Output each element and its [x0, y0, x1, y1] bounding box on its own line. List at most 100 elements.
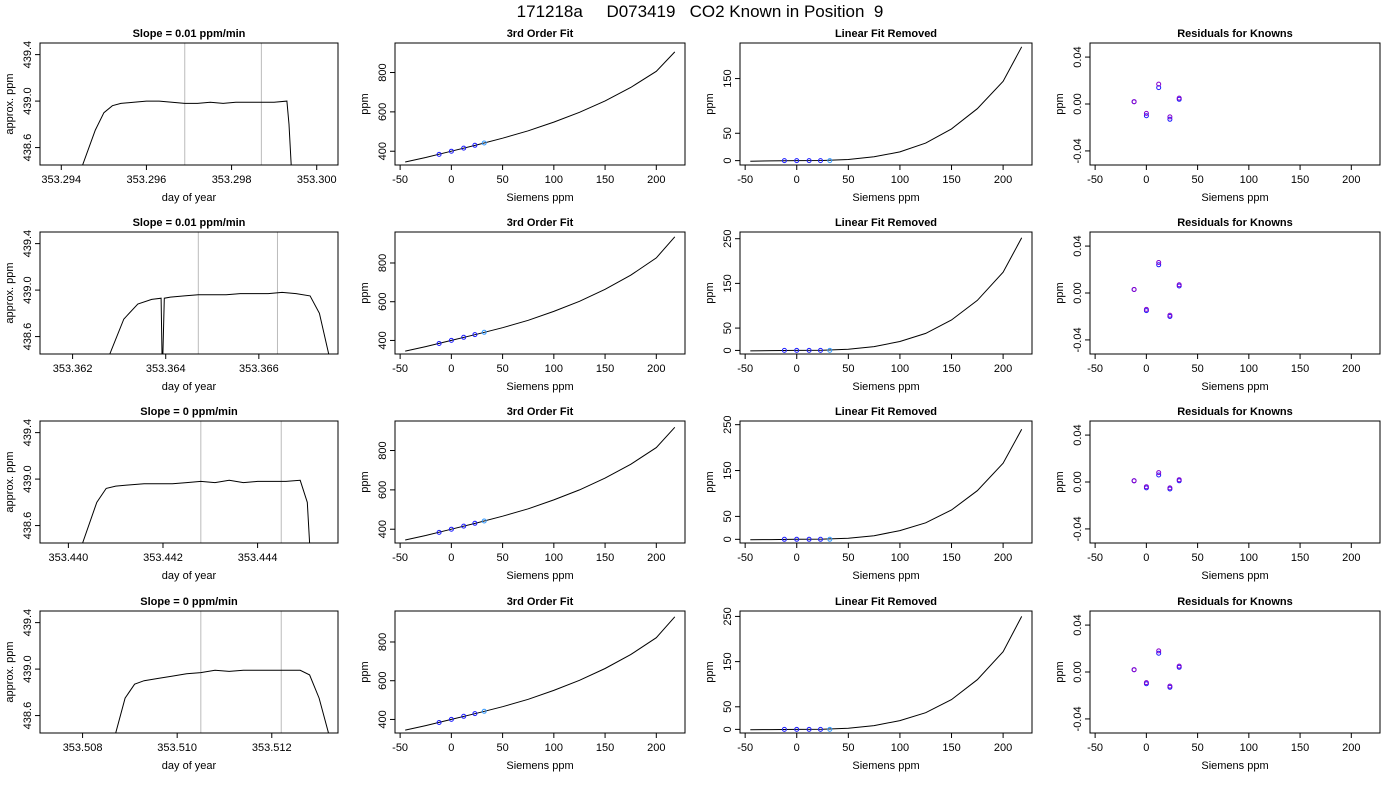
plot-frame [394, 231, 686, 355]
data-point [1143, 306, 1149, 312]
panel-title: Slope = 0 ppm/min [140, 596, 238, 608]
x-tick-label: 150 [596, 552, 614, 564]
y-axis-label: ppm [1054, 661, 1066, 682]
y-tick-label: 439.4 [22, 419, 34, 447]
x-tick-label: 0 [448, 742, 454, 754]
x-tick-label: 50 [1191, 174, 1203, 186]
data-point [1143, 680, 1149, 686]
data-point [472, 520, 478, 526]
y-axis-label: ppm [704, 661, 716, 682]
x-tick-label: 0 [794, 552, 800, 564]
y-axis-label: approx. ppm [4, 262, 16, 323]
y-tick-label: 600 [377, 293, 389, 311]
x-tick-label: 150 [1291, 363, 1309, 375]
panel-6: -50 0 50 100 150 200 400 600 800 3rd Order Fit Sie… [359, 217, 686, 393]
x-tick-label: 100 [545, 552, 563, 564]
data-point [472, 332, 478, 338]
x-tick-label: 200 [647, 363, 665, 375]
y-tick-label: 0.00 [1072, 661, 1084, 682]
x-tick-label: 0 [794, 174, 800, 186]
y-tick-label: 0.00 [1072, 471, 1084, 492]
panel-16: -50 0 50 100 150 200 -0.04 0.00 0.04 Residuals fo… [1054, 596, 1381, 772]
y-axis-label: ppm [1054, 93, 1066, 114]
data-point [827, 158, 833, 164]
y-tick-label: 438.6 [22, 512, 34, 540]
y-axis-label: ppm [359, 661, 371, 682]
data-point [1176, 477, 1182, 483]
x-tick-label: -50 [1087, 174, 1103, 186]
x-tick-label: -50 [737, 174, 753, 186]
data-point [461, 713, 467, 719]
x-tick-label: 50 [842, 742, 854, 754]
data-point [1167, 114, 1173, 120]
y-tick-label: 438.6 [22, 134, 34, 162]
x-axis-label: Siemens ppm [852, 192, 919, 204]
x-tick-label: 100 [891, 552, 909, 564]
y-axis-label: ppm [359, 471, 371, 492]
data-point [1156, 260, 1162, 265]
y-axis-label: ppm [704, 93, 716, 114]
y-tick-label: 800 [377, 441, 389, 459]
data-point [794, 536, 800, 542]
plot-frame [739, 420, 1033, 544]
y-tick-label: 438.6 [22, 702, 34, 730]
y-tick-label: 400 [377, 520, 389, 538]
data-point [1176, 282, 1182, 288]
x-axis-label: Siemens ppm [1201, 381, 1268, 393]
data-point [461, 334, 467, 340]
x-tick-label: -50 [392, 742, 408, 754]
x-tick-label: 0 [448, 363, 454, 375]
x-tick-label: -50 [737, 742, 753, 754]
x-tick-label: -50 [1087, 552, 1103, 564]
data-point [1143, 110, 1149, 116]
data-point [472, 711, 478, 717]
series-line [109, 291, 330, 354]
data-point [481, 329, 487, 335]
x-tick-label: 353.440 [48, 552, 88, 564]
x-tick-label: 353.366 [239, 363, 279, 375]
y-tick-label: 250 [722, 607, 734, 625]
x-tick-label: 50 [1191, 363, 1203, 375]
y-tick-label: -0.04 [1072, 138, 1084, 163]
x-tick-label: 150 [1291, 552, 1309, 564]
data-point [481, 518, 487, 524]
x-axis-label: Siemens ppm [506, 192, 573, 204]
x-tick-label: 0 [1143, 552, 1149, 564]
data-point [1131, 99, 1137, 105]
y-tick-label: 439.0 [22, 87, 34, 115]
x-tick-label: 100 [891, 742, 909, 754]
data-point [781, 347, 787, 353]
x-tick-label: 100 [891, 174, 909, 186]
y-tick-label: 50 [722, 701, 734, 713]
data-point [448, 526, 454, 532]
y-tick-label: 250 [722, 230, 734, 248]
x-tick-label: 100 [891, 363, 909, 375]
data-point [794, 158, 800, 164]
panel-title: 3rd Order Fit [507, 406, 574, 418]
y-tick-label: 800 [377, 63, 389, 81]
x-tick-label: -50 [1087, 363, 1103, 375]
plot-frame [394, 42, 686, 166]
y-axis-label: ppm [359, 282, 371, 303]
panel-8: -50 0 50 100 150 200 -0.04 0.00 0.04 Residuals fo… [1054, 217, 1381, 393]
x-tick-label: -50 [392, 174, 408, 186]
y-tick-label: 150 [722, 274, 734, 292]
plot-frame [39, 420, 339, 544]
data-point [1176, 95, 1182, 101]
y-axis-label: approx. ppm [4, 73, 16, 134]
y-axis-label: ppm [704, 282, 716, 303]
y-axis-label: ppm [1054, 471, 1066, 492]
y-tick-label: 0.00 [1072, 93, 1084, 114]
x-axis-label: Siemens ppm [852, 570, 919, 582]
panel-title: Residuals for Knowns [1177, 406, 1293, 418]
y-axis-label: approx. ppm [4, 451, 16, 512]
x-tick-label: -50 [737, 552, 753, 564]
x-tick-label: 100 [1240, 174, 1258, 186]
x-tick-label: -50 [737, 363, 753, 375]
panel-title: Linear Fit Removed [835, 28, 937, 40]
plot-frame [394, 610, 686, 734]
series-line [82, 479, 311, 543]
y-tick-label: 400 [377, 142, 389, 160]
plot-frame [1089, 231, 1381, 355]
x-tick-label: -50 [1087, 742, 1103, 754]
